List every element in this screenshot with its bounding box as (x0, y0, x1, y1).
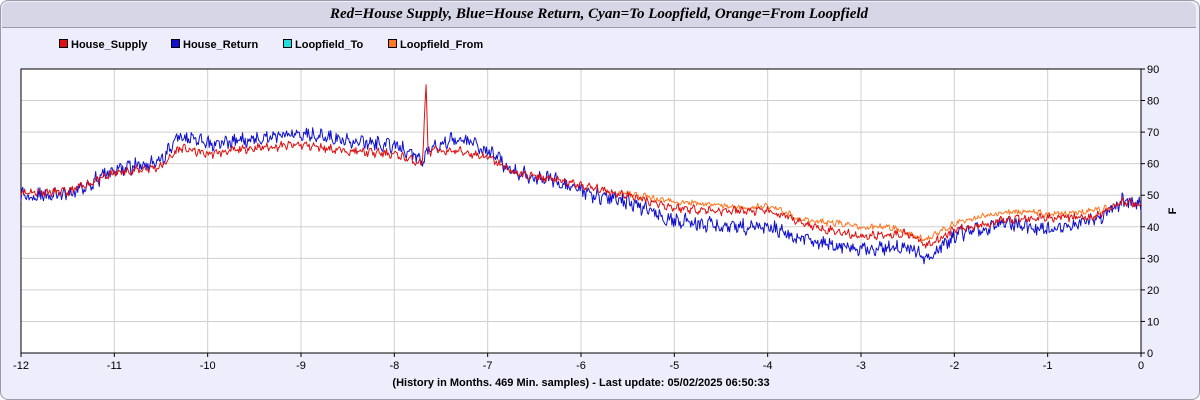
legend-label: Loopfield_To (295, 39, 364, 51)
chart-footer: (History in Months. 469 Min. samples) - … (392, 377, 770, 389)
y-tick-label: 50 (1147, 190, 1159, 202)
y-tick-label: 30 (1147, 253, 1159, 265)
x-tick-label: -4 (763, 360, 773, 372)
series-line-house-supply (20, 84, 1142, 249)
legend-swatch (59, 39, 68, 48)
series-line-house-return (20, 127, 1142, 265)
y-tick-label: 20 (1147, 285, 1159, 297)
legend-item-loopfield-to: Loopfield_To (283, 39, 363, 51)
legend-swatch (171, 39, 180, 48)
series-line-loopfield-from (617, 190, 1114, 242)
x-tick-label: -8 (389, 360, 399, 372)
legend-item-house-supply: House_Supply (59, 39, 147, 51)
x-tick-label: -1 (1043, 360, 1053, 372)
y-tick-label: 70 (1147, 127, 1159, 139)
x-tick-label: -9 (296, 360, 306, 372)
legend-label: Loopfield_From (400, 39, 484, 51)
y-tick-label: 40 (1147, 222, 1159, 234)
legend-swatch (283, 39, 292, 48)
x-tick-label: -3 (856, 360, 866, 372)
x-tick-label: -12 (13, 360, 29, 372)
y-axis-label: F (1167, 207, 1179, 214)
x-tick-label: -2 (949, 360, 959, 372)
x-tick-label: -5 (669, 360, 679, 372)
legend-label: House_Return (183, 39, 259, 51)
title-bar: Red=House Supply, Blue=House Return, Cya… (2, 2, 1196, 28)
x-tick-label: -7 (483, 360, 493, 372)
legend-item-house-return: House_Return (171, 39, 258, 51)
x-tick-label: -6 (576, 360, 586, 372)
y-tick-label: 80 (1147, 96, 1159, 108)
x-tick-label: -10 (200, 360, 216, 372)
y-tick-label: 90 (1147, 64, 1159, 76)
legend-label: House_Supply (71, 39, 148, 51)
chart-title: Red=House Supply, Blue=House Return, Cya… (329, 6, 869, 22)
y-tick-label: 10 (1147, 316, 1159, 328)
x-tick-label: -11 (107, 360, 122, 372)
legend-item-loopfield-from: Loopfield_From (388, 39, 483, 51)
legend-swatch (388, 39, 397, 48)
y-tick-label: 0 (1147, 348, 1153, 360)
y-tick-label: 60 (1147, 159, 1159, 171)
x-tick-label: 0 (1138, 360, 1144, 372)
